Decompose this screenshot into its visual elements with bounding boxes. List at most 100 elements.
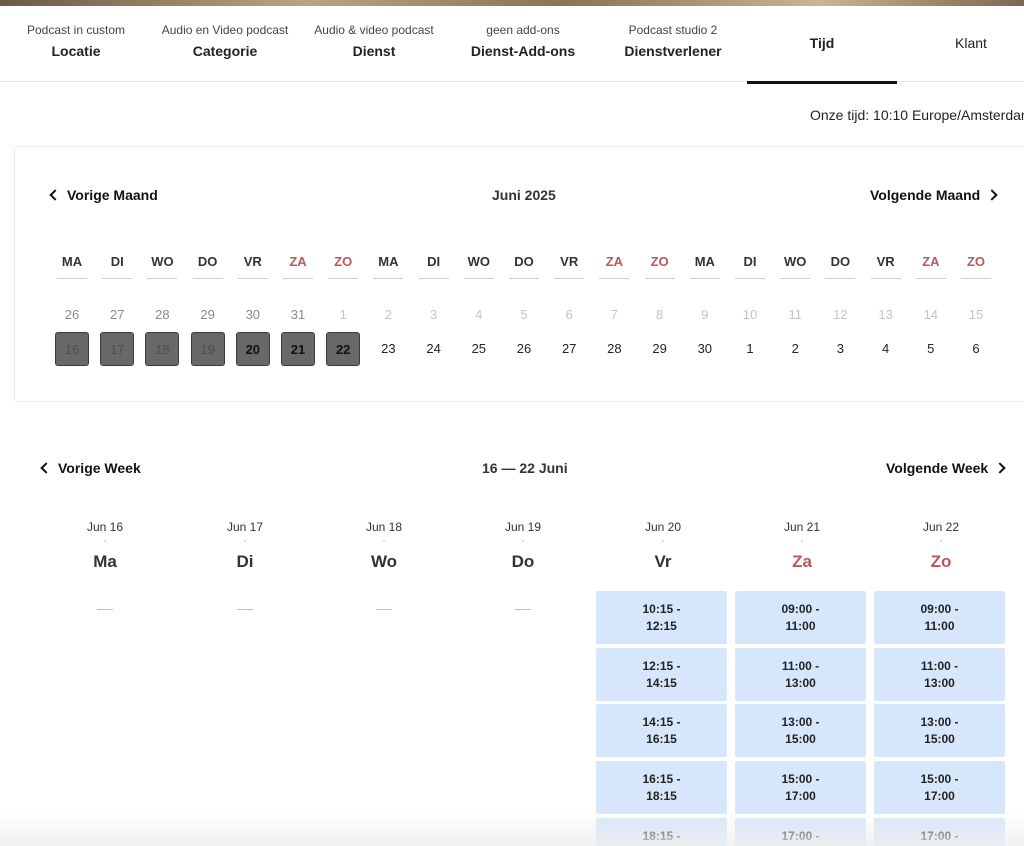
time-slot-button[interactable]: 12:15 - 14:15 [596, 647, 727, 701]
weekday-header: VR [236, 254, 270, 279]
time-slot-button[interactable]: 18:15 - [596, 817, 727, 846]
calendar-day[interactable]: 26 [516, 341, 532, 356]
time-slot-button[interactable]: 15:00 - 17:00 [735, 761, 866, 815]
time-slot-button[interactable]: 17:00 - [735, 817, 866, 846]
step-label: Dienst [352, 43, 396, 59]
time-slot-start: 13:00 - [781, 715, 820, 730]
calendar-day[interactable]: 30 [697, 341, 713, 356]
calendar-day[interactable]: 28 [607, 341, 622, 356]
week-day-date: Jun 18 [365, 520, 403, 534]
weekday-underline [689, 278, 720, 279]
calendar-day-selected-week[interactable]: 19 [190, 332, 225, 366]
calendar-day[interactable]: 29 [652, 341, 667, 356]
step-label: Tijd [809, 35, 835, 51]
chevron-right-icon [994, 462, 1006, 474]
calendar-day-past: 2 [384, 307, 392, 322]
time-slot-button[interactable]: 11:00 - 13:00 [735, 647, 866, 701]
step-sub: geen add-ons [486, 23, 560, 37]
step-sub: Podcast in custom [26, 23, 126, 37]
time-slot-end: 14:15 [646, 675, 677, 690]
weekday-header: WO [145, 254, 179, 279]
time-slot-end: 11:00 [785, 619, 816, 633]
step-dienst[interactable]: Audio & video podcast Dienst [299, 6, 449, 82]
weekday-header: ZA [914, 254, 948, 279]
calendar-day-past: 5 [520, 307, 528, 322]
prev-month-button[interactable]: Vorige Maand [49, 187, 158, 203]
time-slot-end: 13:00 [924, 675, 955, 690]
week-day-name: Zo [930, 552, 952, 571]
weekday-underline [870, 278, 901, 279]
calendar-day[interactable]: 25 [471, 341, 487, 356]
next-week-button[interactable]: Volgende Week [886, 460, 1006, 476]
calendar-day[interactable]: 4 [881, 341, 890, 356]
calendar-day[interactable]: 24 [426, 341, 441, 356]
calendar-day-selected-week[interactable]: 17 [100, 332, 135, 366]
time-slot-start: 10:15 - [642, 602, 681, 616]
next-week-label: Volgende Week [886, 460, 989, 476]
calendar-day-selected-week[interactable]: 21 [281, 332, 315, 366]
calendar-day-selected-week[interactable]: 22 [326, 332, 361, 366]
active-step-indicator [747, 81, 897, 84]
step-dienst-add-ons[interactable]: geen add-ons Dienst-Add-ons [448, 6, 598, 82]
step-label: Dienst-Add-ons [470, 43, 576, 59]
next-month-button[interactable]: Volgende Maand [870, 187, 998, 203]
week-day-name: Di [236, 552, 254, 571]
time-slot-button[interactable]: 09:00 - 11:00 [874, 591, 1005, 644]
weekday-underline [283, 278, 313, 279]
calendar-day[interactable]: 6 [972, 341, 980, 356]
time-slot-button[interactable]: 15:00 - 17:00 [874, 761, 1005, 815]
step-klant[interactable]: Klant [896, 6, 1024, 82]
week-day-name: Za [792, 552, 812, 571]
weekday-header-label: MA [694, 254, 715, 269]
weekday-header: DO [191, 254, 225, 279]
weekday-header-label: ZO [966, 254, 986, 269]
time-slot-button[interactable]: 16:15 - 18:15 [596, 761, 727, 815]
weekday-header: DI [100, 254, 134, 279]
calendar-day[interactable]: 2 [791, 341, 799, 356]
time-slot-end: 17:00 [785, 789, 816, 804]
time-slot-end: 15:00 [924, 732, 955, 747]
time-slot-button[interactable]: 17:00 - [874, 817, 1005, 846]
calendar-day[interactable]: 1 [746, 341, 754, 356]
step-dienstverlener[interactable]: Podcast studio 2 Dienstverlener [598, 6, 748, 82]
weekday-header: ZA [281, 254, 315, 279]
month-title: Juni 2025 [492, 187, 556, 203]
weekday-header: MA [55, 254, 89, 279]
weekday-header-label: WO [783, 254, 807, 269]
calendar-day[interactable]: 27 [561, 341, 577, 356]
prev-week-button[interactable]: Vorige Week [40, 460, 141, 476]
time-slot-button[interactable]: 13:00 - 15:00 [874, 704, 1005, 758]
calendar-day-past: 13 [878, 307, 893, 322]
time-slot-button[interactable]: 13:00 - 15:00 [735, 704, 866, 758]
weekday-header: VR [552, 254, 586, 279]
calendar-day[interactable]: 23 [381, 341, 396, 356]
weekday-header-label: VR [243, 254, 262, 269]
weekday-header-label: MA [378, 254, 399, 269]
separator-dot [522, 540, 524, 542]
calendar-day-selected-week[interactable]: 16 [55, 332, 89, 366]
calendar-day[interactable]: 5 [927, 341, 935, 356]
time-slot-end: 16:15 [646, 732, 677, 747]
weekday-underline [147, 278, 178, 279]
calendar-day-past: 12 [833, 307, 848, 322]
step-sub: Podcast studio 2 [628, 23, 718, 37]
weekday-header-label: DI [110, 254, 124, 269]
time-slot-button[interactable]: 14:15 - 16:15 [596, 704, 727, 758]
time-slot-button[interactable]: 09:00 - 11:00 [735, 591, 866, 644]
header-photo-strip [0, 0, 1024, 6]
calendar-day-selected-week[interactable]: 20 [235, 332, 270, 366]
step-tijd[interactable]: Tijd [747, 6, 897, 84]
separator-dot [244, 540, 246, 542]
bottom-fade [0, 812, 1024, 846]
step-categorie[interactable]: Audio en Video podcast Categorie [150, 6, 300, 82]
calendar-day-selected-week[interactable]: 18 [145, 332, 180, 366]
calendar-day-past: 30 [245, 307, 261, 322]
time-slot-button[interactable]: 10:15 - 12:15 [596, 591, 727, 644]
no-slots-dash [237, 609, 253, 610]
step-locatie[interactable]: Podcast in custom Locatie [1, 6, 151, 82]
time-slot-button[interactable]: 11:00 - 13:00 [874, 647, 1005, 701]
weekday-header: ZO [643, 254, 677, 279]
calendar-day[interactable]: 3 [836, 341, 844, 356]
weekday-underline [554, 278, 585, 279]
no-slots-dash [515, 609, 531, 610]
